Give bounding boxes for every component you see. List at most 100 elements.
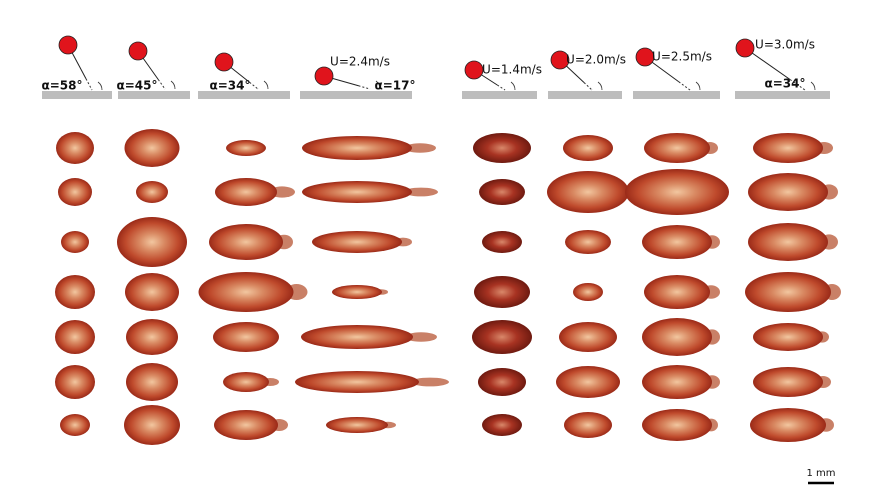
stain-body	[482, 231, 522, 253]
stain-body	[644, 133, 710, 163]
stain	[625, 169, 729, 215]
ground	[198, 91, 290, 99]
angle-arc	[597, 81, 603, 91]
stain	[482, 231, 522, 253]
stain	[302, 136, 436, 160]
impact-header: α=34°	[198, 52, 290, 99]
stain-body	[750, 408, 826, 442]
stain	[124, 129, 180, 167]
trajectory-extension	[678, 81, 691, 91]
stain	[642, 409, 718, 441]
stain	[479, 179, 525, 205]
stain	[472, 320, 532, 354]
droplet	[735, 38, 755, 58]
stain	[226, 140, 266, 156]
stain-body	[295, 371, 419, 393]
stain-body	[215, 178, 277, 206]
stain	[214, 410, 288, 440]
stain-body	[547, 171, 629, 213]
angle-label: α=34°	[765, 77, 806, 91]
stain	[61, 231, 89, 253]
impact-header: α=45°	[117, 41, 190, 99]
trajectory-extension	[85, 78, 93, 91]
stain	[124, 405, 180, 445]
angle-arc	[375, 80, 381, 90]
stain-body	[126, 363, 178, 401]
droplet	[58, 35, 78, 55]
stain	[56, 132, 94, 164]
stain	[748, 223, 838, 261]
stain-body	[478, 368, 526, 396]
stain-body	[198, 272, 294, 312]
stain	[482, 414, 522, 436]
stain-body	[301, 325, 413, 349]
stain-body	[213, 322, 279, 352]
stain-body	[642, 225, 712, 259]
impact-header: U=1.4m/s	[462, 60, 542, 99]
stain-body	[556, 366, 620, 398]
stain-body	[559, 322, 617, 352]
angle-arc	[695, 81, 701, 91]
speed-label: U=1.4m/s	[482, 63, 542, 77]
stain	[478, 368, 526, 396]
stain	[209, 224, 293, 260]
stain-body	[474, 276, 530, 308]
stain-body	[479, 179, 525, 205]
stain-body	[124, 405, 180, 445]
stain-body	[563, 135, 613, 161]
stain	[564, 412, 612, 438]
stain-body	[55, 320, 95, 354]
stain	[745, 272, 841, 312]
stain	[573, 283, 603, 301]
stain-body	[753, 367, 823, 397]
impact-header: α=58°	[42, 35, 112, 99]
stain	[644, 275, 720, 309]
droplet	[128, 41, 148, 61]
droplet	[314, 66, 334, 86]
stain	[198, 272, 308, 312]
stain-body	[565, 230, 611, 254]
ground	[118, 91, 190, 99]
stain-body	[136, 181, 168, 203]
impact-header: U=2.5m/s	[633, 47, 720, 99]
stain-body	[644, 275, 710, 309]
stain-body	[125, 273, 179, 311]
stain	[547, 171, 629, 213]
trajectory-extension	[249, 81, 259, 90]
stain	[750, 408, 834, 442]
stain-body	[214, 410, 278, 440]
speed-label: U=3.0m/s	[755, 38, 815, 52]
stain-body	[472, 320, 532, 354]
stain	[474, 276, 530, 308]
stain	[473, 133, 531, 163]
stain-body	[642, 365, 712, 399]
stain-body	[226, 140, 266, 156]
trajectory-extension	[583, 82, 593, 91]
stain-body	[223, 372, 269, 392]
speed-label: U=2.5m/s	[652, 50, 712, 64]
angle-arc	[810, 81, 816, 91]
stain	[644, 133, 718, 163]
angle-arc	[263, 80, 269, 90]
stain	[753, 367, 831, 397]
stain	[125, 273, 179, 311]
stain-body	[55, 365, 95, 399]
angle-arc	[510, 81, 516, 91]
stain	[302, 181, 438, 203]
stain	[126, 363, 178, 401]
stain-body	[56, 132, 94, 164]
stain	[748, 173, 838, 211]
stain-body	[748, 173, 828, 211]
stain	[55, 365, 95, 399]
trajectory-extension	[496, 84, 506, 91]
stain-body	[473, 133, 531, 163]
stain-body	[312, 231, 402, 253]
stain-tail	[405, 332, 437, 342]
stain-body	[625, 169, 729, 215]
stain-tail	[404, 187, 438, 197]
stain	[642, 225, 720, 259]
angle-arc	[170, 80, 176, 90]
figure-content: α=58° α=45° α=34° U=2.4m/s α=17° U=1.4m/s U=2.…	[42, 35, 841, 445]
stain	[126, 319, 178, 355]
